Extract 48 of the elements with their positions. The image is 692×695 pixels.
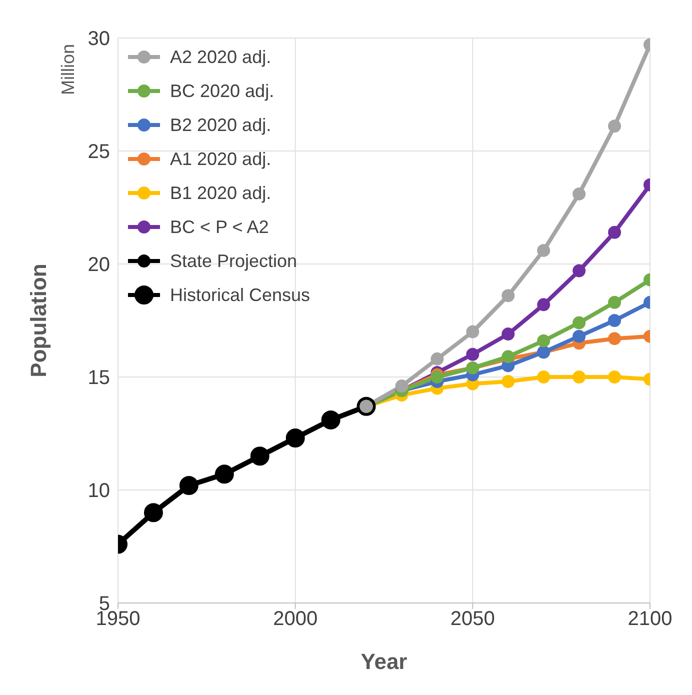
text: Million [58,44,79,96]
point [572,264,586,278]
y-tick-label: 25 [88,141,110,164]
legend-label: State Projection [170,250,298,272]
x-axis-title: Year [360,649,408,674]
y-tick-label: 15 [88,367,110,390]
point [502,289,515,302]
point [608,120,622,133]
point [321,410,340,430]
legend-label: B2 2020 adj. [170,114,272,136]
point [608,296,622,309]
point [572,370,586,384]
legend-label: A1 2020 adj. [170,148,272,170]
y-tick-label: 20 [88,254,110,276]
point [179,476,198,495]
point [144,503,163,522]
legend-label: A2 2020 adj. [170,46,272,68]
y-tick-label: 10 [88,480,110,502]
x-tick-label: 2100 [628,608,672,630]
point [250,446,270,466]
point [466,325,480,338]
point [466,348,480,361]
x-tick-label: 2000 [273,608,318,630]
x-tick-label: 2050 [450,608,495,630]
legend-label: BC < P < A2 [170,216,269,238]
point [430,370,444,384]
legend-label: BC 2020 adj. [170,80,274,102]
point [430,352,444,366]
legend-label: B1 2020 adj. [170,182,272,204]
point [572,316,586,330]
point [608,332,622,346]
legend-label: Historical Census [170,284,310,306]
point [608,314,622,327]
point [502,328,515,341]
point [572,187,586,200]
y-axis-title: Population [26,264,51,378]
point [537,370,550,384]
point [214,464,234,484]
point [572,330,586,343]
point [537,244,550,257]
point [286,428,305,448]
point [395,380,408,393]
point [537,334,550,348]
point [537,298,550,312]
point [608,370,622,384]
point [608,226,622,239]
y-tick-label: 30 [88,28,110,50]
point [502,375,515,388]
